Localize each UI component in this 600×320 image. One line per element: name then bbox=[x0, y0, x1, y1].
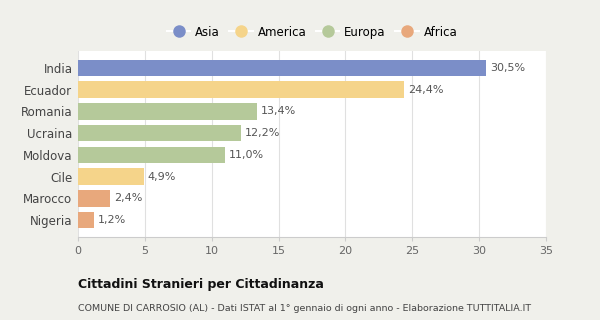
Text: 1,2%: 1,2% bbox=[98, 215, 127, 225]
Bar bbox=[78, 169, 143, 185]
Text: 2,4%: 2,4% bbox=[114, 193, 142, 204]
Bar bbox=[78, 147, 225, 163]
Text: 24,4%: 24,4% bbox=[408, 84, 444, 95]
Legend: Asia, America, Europa, Africa: Asia, America, Europa, Africa bbox=[167, 26, 457, 38]
Text: 11,0%: 11,0% bbox=[229, 150, 264, 160]
Bar bbox=[78, 190, 110, 207]
Text: 12,2%: 12,2% bbox=[245, 128, 281, 138]
Bar bbox=[78, 103, 257, 119]
Text: COMUNE DI CARROSIO (AL) - Dati ISTAT al 1° gennaio di ogni anno - Elaborazione T: COMUNE DI CARROSIO (AL) - Dati ISTAT al … bbox=[78, 304, 531, 313]
Text: 13,4%: 13,4% bbox=[261, 106, 296, 116]
Bar bbox=[78, 81, 404, 98]
Bar bbox=[78, 125, 241, 141]
Bar bbox=[78, 212, 94, 228]
Text: 4,9%: 4,9% bbox=[148, 172, 176, 182]
Bar bbox=[78, 60, 486, 76]
Text: Cittadini Stranieri per Cittadinanza: Cittadini Stranieri per Cittadinanza bbox=[78, 278, 324, 292]
Text: 30,5%: 30,5% bbox=[490, 63, 525, 73]
